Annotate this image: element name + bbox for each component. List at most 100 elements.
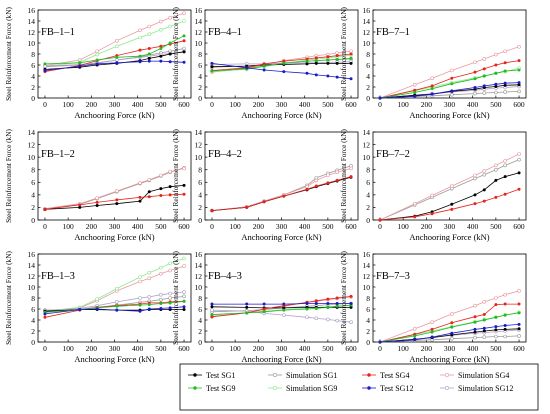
y-axis-label: Steel Reinforcement Force (kN) [171, 129, 180, 223]
legend-marker [444, 385, 449, 390]
x-tick-label: 300 [444, 344, 456, 353]
y-tick-label: 8 [366, 50, 370, 59]
series-test-sg4 [378, 59, 521, 100]
y-tick-label: 0 [198, 338, 202, 347]
y-tick-label: 10 [28, 39, 36, 48]
data-point [115, 61, 119, 65]
chart-panel-5: 0 2 4 6 8 10 12 14 0 100 200 300 400 500 600 Anchooring… [171, 128, 359, 242]
data-point [412, 326, 417, 331]
data-point [494, 195, 498, 199]
data-point [482, 84, 486, 88]
legend-marker [367, 373, 371, 377]
data-point [168, 24, 172, 29]
y-tick-label: 0 [198, 216, 202, 225]
y-tick-label: 12 [363, 140, 371, 149]
series-line-simulation-sg1 [379, 159, 520, 221]
data-point [159, 306, 163, 310]
x-tick-label: 100 [398, 100, 410, 109]
data-point [210, 209, 214, 213]
y-tick-label: 14 [195, 17, 203, 26]
y-tick-label: 8 [31, 166, 35, 175]
data-point [517, 327, 521, 331]
data-point [349, 320, 353, 325]
data-point [147, 295, 152, 299]
data-point [305, 59, 309, 63]
data-point [147, 52, 151, 56]
legend-label: Simulation SG4 [458, 371, 509, 380]
data-point [503, 163, 507, 168]
series-simulation-sg4 [378, 45, 521, 100]
data-point [78, 205, 82, 209]
data-point [159, 19, 163, 24]
y-tick-label: 14 [363, 261, 371, 270]
data-point [326, 55, 330, 59]
x-tick-label: 0 [43, 100, 47, 109]
data-point [168, 296, 172, 300]
legend-item-test-sg12: Test SG12 [362, 384, 413, 393]
x-tick-label: 100 [63, 100, 75, 109]
data-point [335, 170, 339, 175]
data-point [503, 159, 507, 163]
data-point [282, 313, 286, 317]
data-point [115, 189, 119, 193]
y-tick-label: 8 [31, 50, 35, 59]
y-tick-label: 14 [195, 128, 203, 137]
data-point [182, 256, 186, 261]
data-point [138, 181, 142, 185]
y-tick-label: 0 [198, 94, 202, 103]
data-point [159, 187, 163, 191]
x-tick-label: 600 [178, 222, 190, 231]
data-point [349, 302, 353, 305]
x-tick-label: 0 [43, 344, 47, 353]
x-tick-label: 500 [155, 344, 167, 353]
legend-item-test-sg4: Test SG4 [362, 371, 409, 380]
data-point [182, 305, 186, 309]
data-point [335, 54, 339, 58]
data-point [503, 292, 507, 297]
data-point [314, 302, 318, 305]
data-point [159, 292, 163, 297]
series-simulation-sg12 [43, 49, 186, 68]
x-tick-label: 500 [155, 222, 167, 231]
data-point [326, 297, 330, 301]
data-point [182, 60, 186, 64]
data-point [147, 59, 151, 63]
data-point [95, 204, 99, 208]
y-tick-label: 12 [363, 272, 371, 281]
data-point [473, 335, 477, 340]
x-tick-label: 0 [378, 222, 382, 231]
data-point [147, 56, 151, 60]
series-line-test-sg4 [44, 40, 185, 72]
data-point [473, 176, 477, 181]
x-axis-label: Anchooring Force (kN) [409, 232, 489, 242]
x-tick-label: 0 [210, 100, 214, 109]
y-tick-label: 12 [195, 28, 203, 37]
data-point [305, 57, 309, 61]
legend-marker [367, 386, 371, 390]
x-tick-label: 200 [421, 344, 433, 353]
data-point [494, 163, 498, 168]
x-tick-label: 0 [378, 344, 382, 353]
x-tick-label: 600 [345, 100, 357, 109]
data-point [413, 215, 417, 219]
y-axis-label: Steel Reinforcement Force (kN) [4, 7, 13, 101]
data-point [378, 340, 382, 344]
x-tick-label: 200 [86, 344, 98, 353]
data-point [430, 327, 434, 331]
y-tick-label: 10 [28, 283, 36, 292]
data-point [326, 302, 330, 305]
data-point [210, 65, 214, 69]
series-simulation-sg4 [43, 11, 186, 68]
legend-item-test-sg1: Test SG1 [188, 371, 235, 380]
data-point [430, 320, 434, 325]
x-axis-label: Anchooring Force (kN) [409, 354, 489, 364]
data-point [450, 325, 454, 329]
x-tick-label: 100 [230, 344, 242, 353]
legend-item-simulation-sg4: Simulation SG4 [440, 371, 509, 380]
data-point [494, 84, 498, 88]
data-point [503, 69, 507, 73]
data-point [335, 296, 339, 300]
y-tick-label: 2 [31, 203, 35, 212]
